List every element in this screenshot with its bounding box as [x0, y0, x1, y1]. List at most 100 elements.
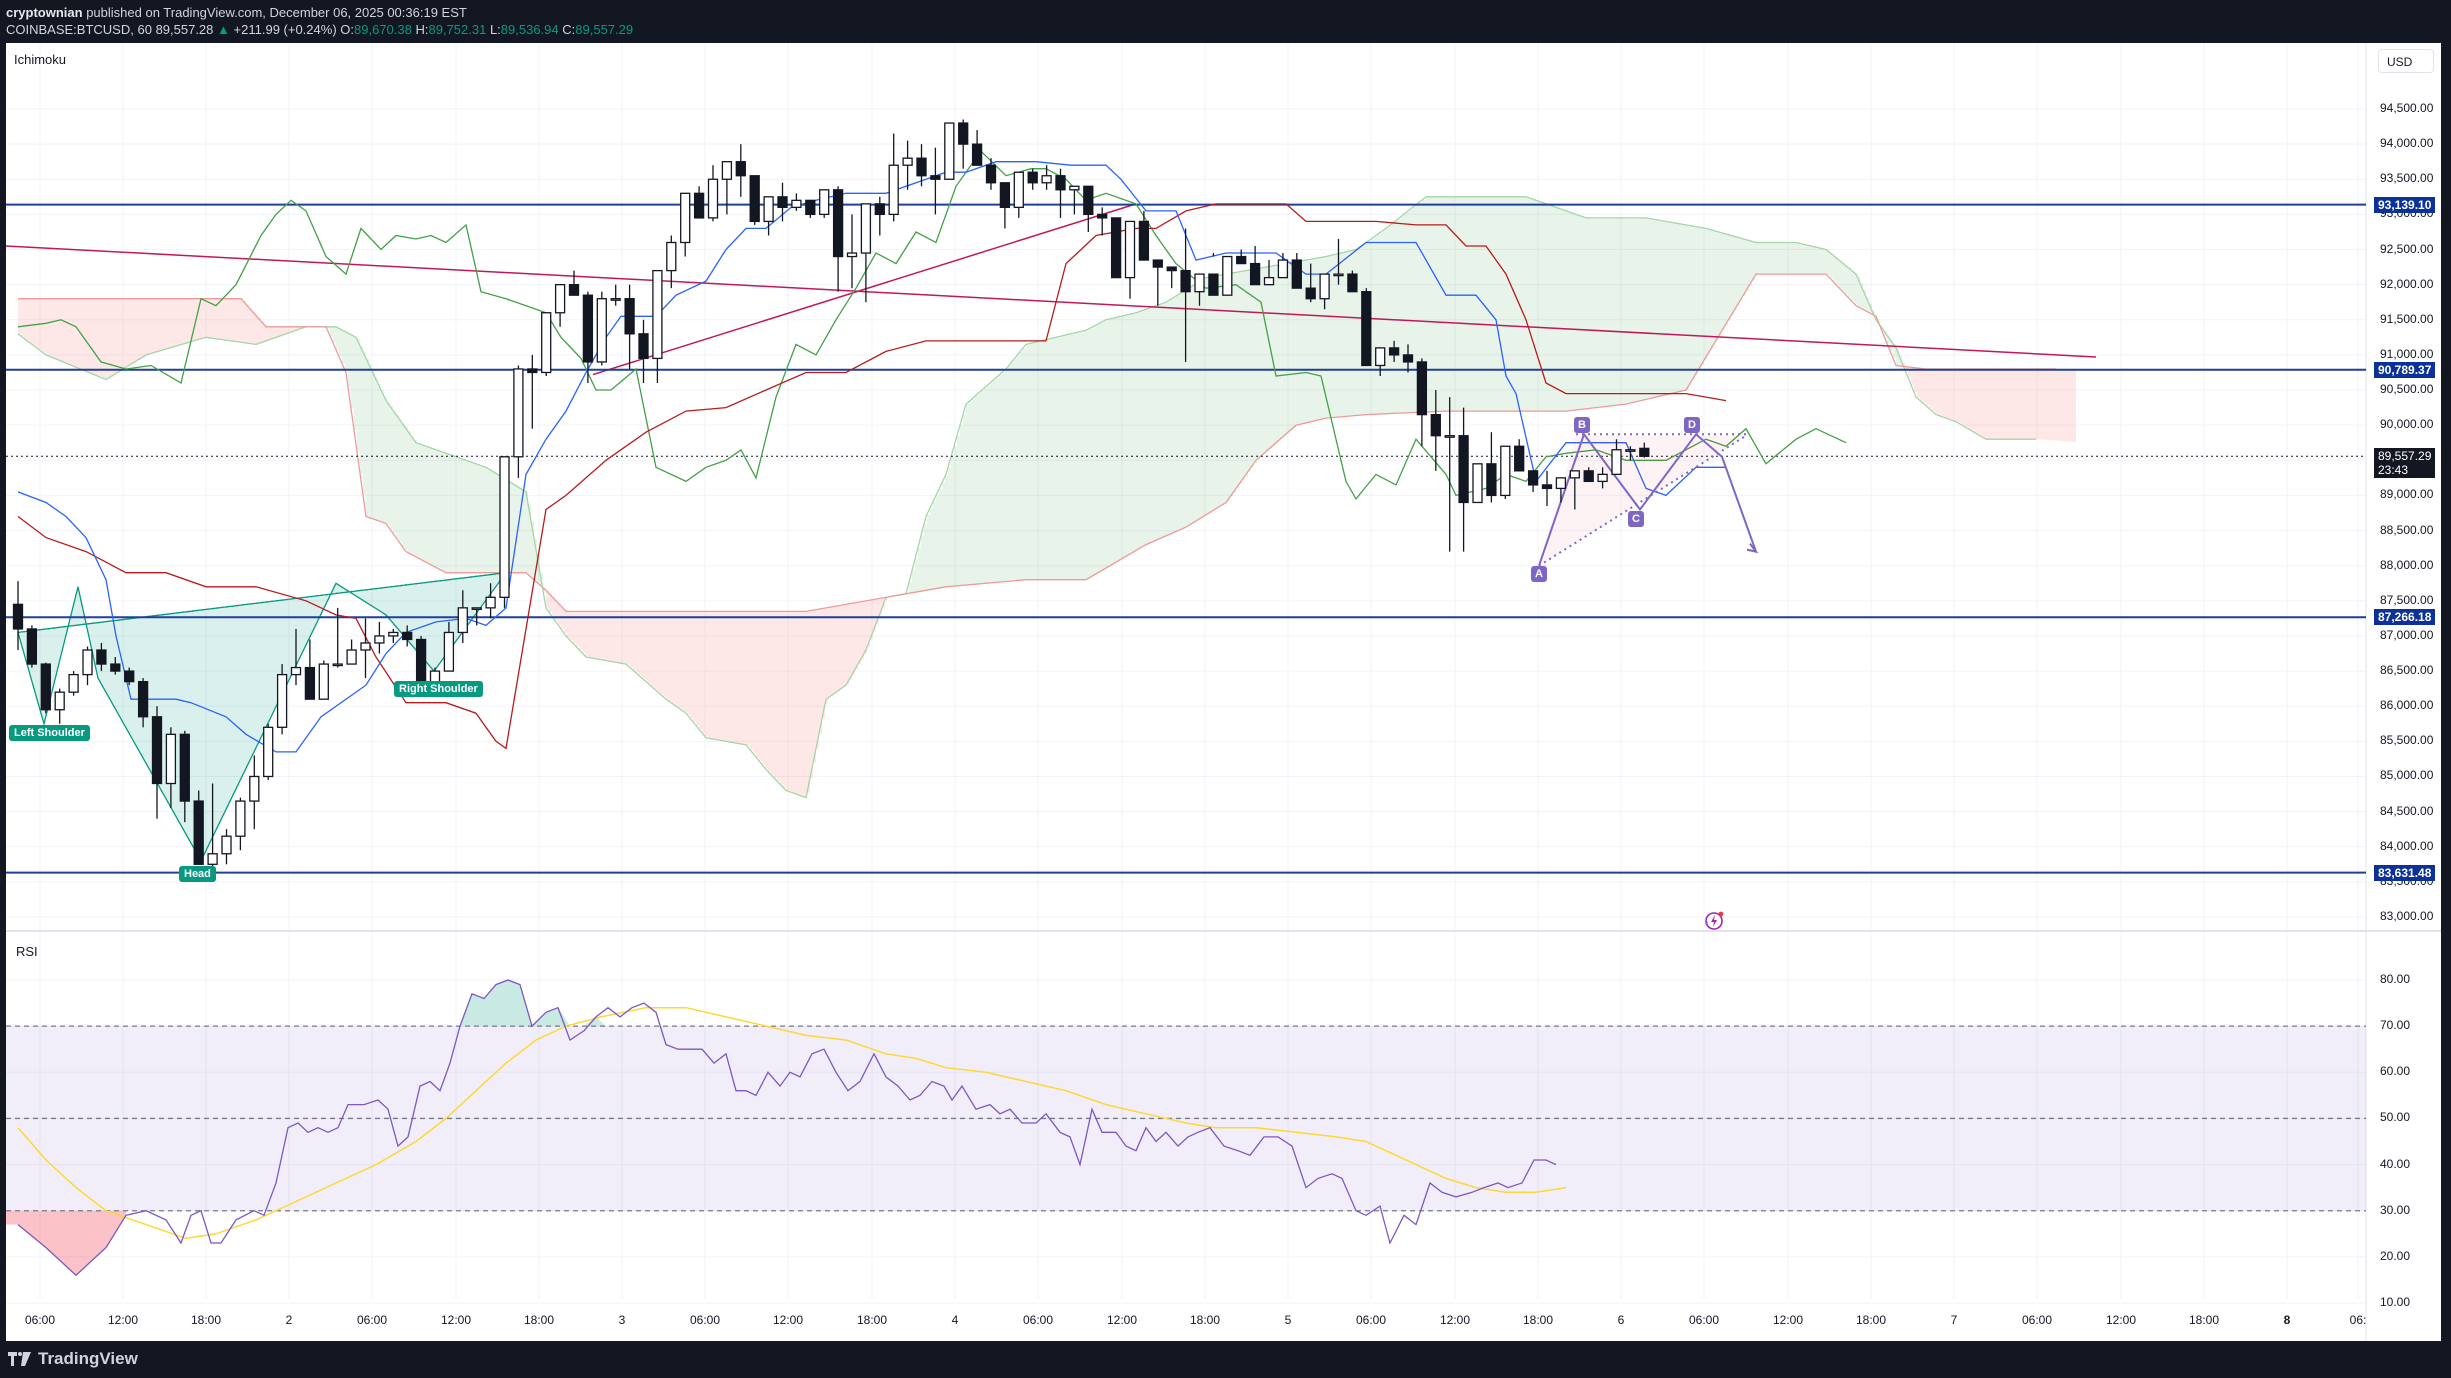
last-price-value: 89,557.29: [2378, 449, 2432, 464]
abcd-point-b[interactable]: B: [1574, 417, 1590, 433]
abcd-pattern: [1538, 432, 1757, 567]
time-tick: 18:00: [1522, 1313, 1554, 1327]
last-price-tag: 89,557.29 23:43: [2374, 448, 2436, 479]
price-tick: 86,500.00: [2380, 663, 2434, 678]
rsi-tick: 80.00: [2380, 972, 2411, 986]
publish-info: cryptownian published on TradingView.com…: [6, 4, 2445, 21]
descending-trendline: [6, 245, 2097, 358]
rsi-tick: 40.00: [2380, 1156, 2411, 1171]
chart-frame[interactable]: Ichimoku USD RSI 94,500.00 94,000.00 93,50…: [6, 43, 2441, 1341]
time-tick: 12:00: [1439, 1313, 1471, 1327]
rsi-line: [17, 979, 1557, 1277]
ascending-trendline: [592, 203, 1137, 376]
price-tick: 90,000.00: [2380, 417, 2434, 432]
rsi-moving-average: [17, 1006, 1567, 1240]
price-change: +211.99 (+0.24%): [233, 22, 337, 37]
tradingview-logo[interactable]: TradingView: [8, 1349, 138, 1369]
time-tick: 06:00: [2021, 1313, 2053, 1327]
price-tick: 92,500.00: [2380, 241, 2434, 256]
high-label: H:: [415, 22, 429, 37]
abcd-point-a[interactable]: A: [1531, 566, 1547, 582]
price-tick: 87,000.00: [2380, 627, 2434, 642]
bar-countdown: 23:43: [2378, 463, 2409, 478]
time-tick: 06:00: [1355, 1313, 1387, 1327]
time-tick: 7: [1950, 1313, 1958, 1327]
time-tick: 18:00: [1855, 1313, 1887, 1327]
rsi-indicator-label[interactable]: RSI: [16, 944, 38, 959]
time-tick: 6: [1617, 1313, 1625, 1327]
time-tick: 12:00: [440, 1313, 472, 1327]
price-tick: 91,000.00: [2380, 346, 2434, 361]
time-tick: 8: [2283, 1313, 2291, 1327]
publish-text: published on TradingView.com, December 0…: [86, 5, 467, 20]
time-tick: 12:00: [2105, 1313, 2137, 1327]
open-label: O:: [340, 22, 355, 37]
symbol-name[interactable]: COINBASE:BTCUSD, 60: [6, 22, 152, 37]
time-axis[interactable]: 06:00 12:00 18:00 2 06:00 12:00 18:00 3 06:00 12:…: [6, 1299, 2366, 1341]
time-tick: 06:00: [689, 1313, 721, 1327]
price-tick: 91,500.00: [2380, 311, 2434, 326]
rsi-tick: 30.00: [2380, 1202, 2411, 1217]
candles: [12, 119, 1650, 875]
high-value: 89,752.31: [428, 22, 487, 37]
time-tick: 18:00: [523, 1313, 555, 1327]
currency-selector[interactable]: USD: [2378, 49, 2434, 73]
price-tick: 94,000.00: [2380, 136, 2434, 151]
rsi-tick: 50.00: [2380, 1110, 2411, 1125]
chart-canvas[interactable]: [6, 43, 2441, 1341]
price-tick: 84,000.00: [2380, 838, 2434, 853]
level-price-tag: 93,139.10: [2374, 196, 2436, 213]
time-tick: 06:00: [1022, 1313, 1054, 1327]
level-price-tag: 90,789.37: [2374, 361, 2436, 378]
time-tick: 3: [618, 1313, 626, 1327]
time-tick: 06:00: [24, 1313, 56, 1327]
time-tick: 18:00: [856, 1313, 888, 1327]
right-shoulder-label[interactable]: Right Shoulder: [394, 681, 483, 697]
time-tick: 06:00: [356, 1313, 388, 1327]
level-price-tag: 83,631.48: [2374, 864, 2436, 881]
footer-bar: TradingView: [0, 1341, 2451, 1378]
time-tick: 2: [285, 1313, 293, 1327]
left-shoulder-label[interactable]: Left Shoulder: [9, 725, 90, 741]
rsi-tick: 10.00: [2380, 1295, 2411, 1309]
price-tick: 89,000.00: [2380, 487, 2434, 502]
time-tick: 12:00: [107, 1313, 139, 1327]
price-tick: 88,500.00: [2380, 522, 2434, 537]
time-tick: 18:00: [1189, 1313, 1221, 1327]
price-tick: 84,500.00: [2380, 803, 2434, 818]
price-tick: 87,500.00: [2380, 592, 2434, 607]
low-label: L:: [489, 22, 501, 37]
price-tick: 93,500.00: [2380, 171, 2434, 186]
time-tick: 06:00: [1688, 1313, 1720, 1327]
head-label[interactable]: Head: [179, 866, 216, 882]
brand-name: TradingView: [38, 1349, 138, 1368]
ichimoku-indicator-label[interactable]: Ichimoku: [14, 52, 67, 67]
time-tick: 18:00: [190, 1313, 222, 1327]
neckline: [17, 572, 507, 634]
time-tick: 06:: [2349, 1313, 2367, 1327]
price-tick: 83,000.00: [2380, 909, 2434, 923]
rsi-tick: 60.00: [2380, 1064, 2411, 1079]
abcd-point-d[interactable]: D: [1684, 417, 1700, 433]
chart-header: cryptownian published on TradingView.com…: [0, 0, 2451, 43]
kijun-sen: [17, 203, 1727, 750]
price-tick: 85,000.00: [2380, 768, 2434, 783]
ichimoku-cloud: [17, 196, 2076, 799]
tradingview-logo-icon: [8, 1352, 31, 1366]
level-price-tag: 87,266.18: [2374, 609, 2436, 626]
rsi-tick: 70.00: [2380, 1018, 2411, 1033]
time-tick: 12:00: [1106, 1313, 1138, 1327]
time-tick: 5: [1284, 1313, 1292, 1327]
time-tick: 12:00: [1772, 1313, 1804, 1327]
ai-assistant-icon[interactable]: [1702, 909, 1726, 933]
close-value: 89,557.29: [575, 22, 634, 37]
price-tick: 90,500.00: [2380, 382, 2434, 397]
price-tick: 85,500.00: [2380, 733, 2434, 748]
rsi-tick: 20.00: [2380, 1248, 2411, 1263]
up-arrow-icon: ▲: [217, 22, 230, 37]
rsi-plot: [6, 979, 2366, 1277]
abcd-point-c[interactable]: C: [1628, 511, 1644, 527]
author-name[interactable]: cryptownian: [6, 5, 83, 20]
low-value: 89,536.94: [500, 22, 559, 37]
close-label: C:: [562, 22, 576, 37]
